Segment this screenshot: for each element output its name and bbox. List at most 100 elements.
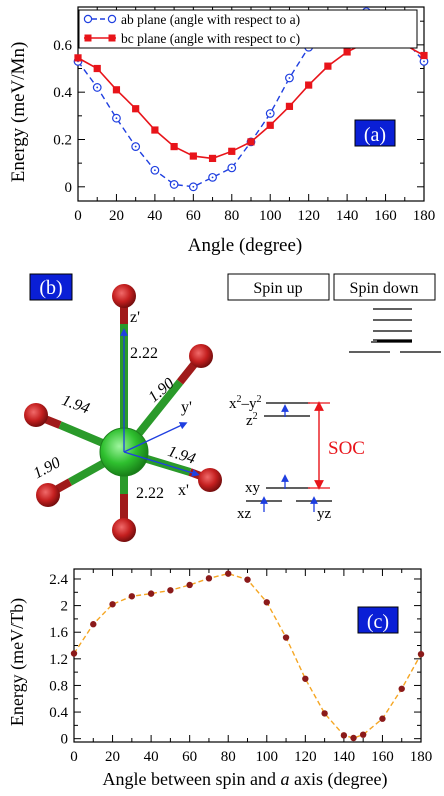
spin-down-box	[333, 273, 436, 301]
chart-c-series-point-2	[109, 601, 116, 608]
chart-c-plot-area: 0 20 40 60 80 100 120 140 160 180 0 0.4 0.8 1.2 1.6 2 2.…	[49, 568, 433, 765]
chart-c-series-point-16	[359, 731, 367, 738]
chart-c-series-point-17	[379, 715, 386, 722]
chart-c-series-point-3	[128, 593, 136, 600]
chart-a-ytick-label-3: 0.6	[53, 38, 72, 54]
chart-c-series-point-7	[205, 575, 213, 582]
chart-a-xtick-label-1: 20	[109, 208, 124, 224]
chart-a-series-bc-point-12	[305, 81, 313, 89]
chart-a-series-ab-point-dot-5	[173, 183, 176, 186]
chart-a-series-bc-point-6	[189, 152, 197, 160]
spin-up-label: Spin up	[253, 280, 302, 297]
chart-c-series-point-13	[321, 710, 328, 717]
chart-a-xtick-label-9: 180	[413, 208, 436, 224]
chart-c-xtick-label-1: 20	[105, 749, 120, 765]
chart-a-ytick-label-2: 0.4	[53, 85, 72, 101]
level-diagram: Spin up Spin down x2–y2 z2 xy xz yz SOC	[227, 273, 441, 522]
chart-a-series-bc-point-18	[420, 51, 428, 60]
axis-x-label: x'	[178, 482, 189, 499]
bond-length-bottom: 2.22	[136, 485, 164, 502]
chart-c-series-point-5	[167, 587, 174, 594]
chart-a-ytick-label-0: 0	[65, 180, 73, 196]
axis-y-arrow	[123, 422, 188, 453]
legend-bc-marker-1	[84, 34, 92, 42]
chart-c-series-point-10	[263, 599, 270, 606]
chart-c-xtick-label-7: 140	[333, 749, 356, 765]
legend-ab-marker-1	[83, 14, 93, 24]
ligand-lower-right	[198, 468, 222, 492]
chart-c-ytick-label-1: 0.4	[49, 705, 68, 721]
chart-c-ytick-label-5: 2	[61, 599, 69, 615]
bond-length-lower-left: 1.90	[31, 454, 64, 482]
octahedron-molecule: z' y' x' 2.22 2.22 1.94 1.90 1.94 1.90	[24, 284, 222, 542]
chart-c-ytick-label-4: 1.6	[49, 625, 68, 641]
chart-a-ylabel: Energy (meV/Mn)	[8, 42, 29, 183]
chart-c-series-point-11	[282, 634, 290, 641]
chart-a-series-bc-point-9	[247, 138, 255, 146]
chart-a-panel-label-text: (a)	[364, 124, 386, 146]
orbital-label-yz: yz	[317, 506, 332, 522]
chart-a-series-bc-point-1	[93, 64, 101, 73]
chart-a-series-bc-point-4	[151, 126, 159, 134]
legend-bc-marker-2	[108, 34, 116, 42]
chart-c-ylabel: Energy (meV/Tb)	[7, 598, 28, 726]
chart-c-xtick-label-2: 40	[144, 749, 159, 765]
chart-a-panel-label: (a)	[354, 119, 396, 147]
chart-c-ytick-label-0: 0	[61, 732, 69, 748]
chart-a-series-ab-point-dot-10	[269, 112, 272, 115]
chart-a-series-ab-point-dot-1	[96, 86, 99, 89]
chart-c-xtick-label-9: 180	[410, 749, 433, 765]
diagram-b: (b)	[24, 273, 441, 542]
chart-a-xtick-label-4: 80	[224, 208, 239, 224]
axis-y-label: y'	[181, 399, 192, 416]
chart-a-series-bc-point-14	[343, 48, 351, 56]
legend-bc-label: bc plane (angle with respect to c)	[121, 31, 300, 46]
chart-c-series-point-15	[350, 734, 357, 742]
chart-a: 0 20 40 60 80 100 120 140 160 180 0 0.2 0.4 0.6 ab pl…	[8, 6, 436, 256]
chart-a-xtick-label-8: 160	[374, 208, 397, 224]
chart-c-series-point-18	[398, 685, 405, 692]
chart-c-ytick-label-2: 0.8	[49, 678, 68, 694]
chart-c-series-point-4	[147, 590, 155, 597]
legend-ab-label: ab plane (angle with respect to a)	[121, 12, 300, 27]
chart-c-series-line	[73, 572, 422, 739]
chart-c-panel-label-text: (c)	[367, 611, 389, 633]
chart-c-xtick-label-4: 80	[221, 749, 236, 765]
bond-length-upper-left: 1.94	[60, 392, 92, 418]
soc-label: SOC	[328, 438, 365, 459]
chart-a-series-bc-point-8	[228, 147, 236, 155]
chart-a-legend: ab plane (angle with respect to a) bc pl…	[78, 9, 418, 49]
chart-a-xtick-label-5: 100	[259, 208, 282, 224]
orbital-label-z2: z2	[246, 411, 258, 429]
bond-length-top: 2.22	[130, 345, 158, 362]
spin-up-box	[227, 273, 330, 301]
chart-a-xtick-label-3: 60	[186, 208, 201, 224]
chart-c-series-point-9	[244, 576, 251, 583]
chart-a-series-bc-point-11	[285, 102, 294, 110]
chart-a-ytick-label-1: 0.2	[53, 132, 72, 148]
chart-a-series-ab-point-dot-2	[115, 117, 118, 120]
chart-c: 0 20 40 60 80 100 120 140 160 180 0 0.4 0.8 1.2 1.6 2 2.…	[7, 568, 433, 790]
chart-a-series-ab-point-dot-18	[423, 60, 425, 63]
ligand-bottom	[112, 518, 136, 542]
ligand-upper-right	[189, 344, 213, 368]
panel-b-label: (b)	[29, 273, 73, 301]
chart-a-series-bc-point-0	[74, 54, 82, 62]
chart-c-xtick-label-0: 0	[70, 749, 78, 765]
chart-c-xlabel: Angle between spin and a axis (degree)	[103, 769, 388, 790]
chart-a-xtick-label-7: 140	[336, 208, 359, 224]
chart-a-xtick-label-0: 0	[74, 208, 82, 224]
chart-c-series-point-6	[186, 581, 193, 589]
chart-a-series-bc-point-2	[112, 86, 121, 94]
orbital-label-xy: xy	[245, 480, 261, 496]
chart-c-series-point-8	[225, 570, 232, 577]
ligand-top	[112, 284, 136, 308]
chart-a-series-ab-point-dot-6	[192, 185, 195, 188]
axis-z-label: z'	[130, 309, 140, 326]
orbital-label-x2y2: x2–y2	[229, 394, 262, 412]
panel-b-label-text: (b)	[39, 277, 62, 299]
chart-a-series-ab-point-dot-7	[211, 176, 214, 179]
chart-a-xtick-label-6: 120	[297, 208, 320, 224]
chart-c-panel-label: (c)	[357, 606, 399, 634]
chart-a-series-bc-point-13	[324, 62, 332, 70]
